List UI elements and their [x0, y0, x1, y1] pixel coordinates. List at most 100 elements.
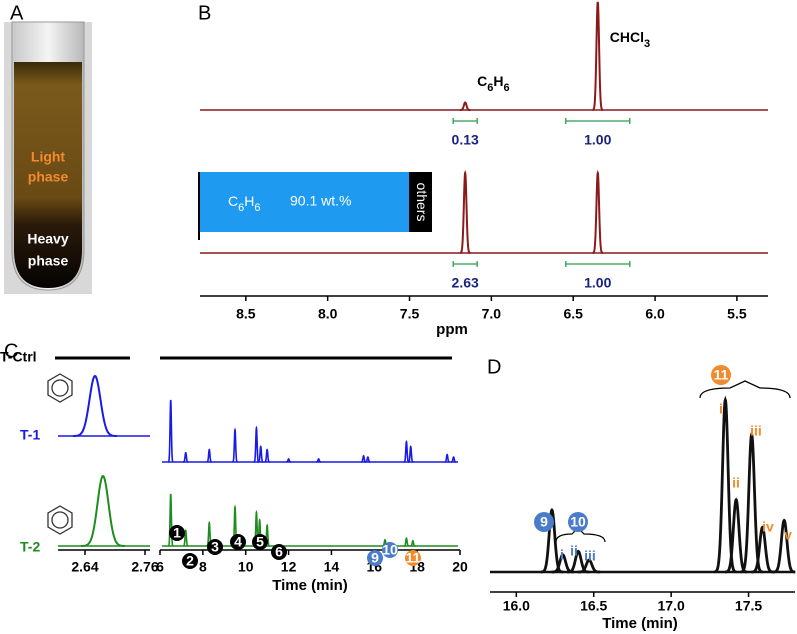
compound-label: 6	[275, 544, 283, 560]
others-label: others	[414, 183, 430, 222]
peak	[403, 440, 410, 463]
formula-part: 6	[254, 202, 260, 214]
x-tick-label: 8	[199, 559, 207, 575]
formula-part: H	[493, 73, 503, 89]
formula: C6H6	[228, 193, 261, 214]
peak	[183, 451, 189, 463]
panel-label: C	[4, 340, 18, 362]
compound-marker	[230, 534, 246, 550]
benzene-icons	[47, 373, 73, 535]
integral-value: 1.00	[584, 132, 611, 148]
x-tick-label: 17.0	[658, 598, 685, 614]
x-tick-label: 5.5	[727, 306, 747, 322]
peak	[316, 458, 322, 463]
integral	[452, 261, 478, 267]
compound-marker	[252, 534, 268, 550]
compound-marker	[207, 539, 223, 555]
compound-marker	[169, 525, 185, 541]
peak	[740, 430, 763, 574]
member-label: iii	[750, 423, 762, 439]
formula-part: C	[477, 73, 487, 89]
phase-label: phase	[28, 169, 69, 185]
peak	[253, 425, 260, 463]
formula-part: 3	[644, 38, 650, 50]
x-tick-label: 16.5	[580, 598, 607, 614]
group-label: 9	[540, 514, 548, 530]
peak	[751, 525, 774, 574]
compound-label: 1	[173, 525, 181, 541]
member-label: iii	[584, 548, 596, 564]
compound-label: 2	[186, 553, 194, 569]
peak	[714, 395, 737, 574]
formula-part: H	[244, 193, 254, 209]
formula-part: 6	[238, 202, 244, 214]
control-label: T-Ctrl	[0, 349, 37, 365]
group-marker	[568, 512, 588, 532]
panel-label: D	[487, 356, 501, 378]
peak	[167, 399, 174, 463]
others-bar	[409, 172, 432, 232]
member-label: i	[719, 401, 723, 417]
compound-label: 3	[211, 539, 219, 555]
integral-value: 1.00	[584, 275, 611, 291]
group-marker	[534, 512, 554, 532]
x-tick-label: 7.0	[482, 306, 502, 322]
peak	[772, 518, 796, 574]
x-tick-label: 2.64	[71, 559, 98, 575]
compound-marker	[367, 550, 383, 566]
compound-label: 4	[234, 534, 242, 550]
peak	[567, 549, 590, 574]
peak	[577, 558, 601, 574]
formula: C6H6	[477, 73, 510, 94]
x-tick-label: 6	[156, 559, 164, 575]
formula-part: CHCl	[610, 29, 644, 45]
peak	[286, 458, 292, 463]
trace-name: T-1	[20, 427, 40, 443]
group-label: 11	[714, 367, 729, 383]
x-tick-label: 8.5	[236, 306, 256, 322]
x-tick-label: 17.5	[735, 598, 762, 614]
x-axis-label: Time (min)	[602, 615, 678, 632]
integral	[565, 261, 631, 267]
x-tick-label: 12	[281, 559, 297, 575]
compound-label: 5	[256, 534, 264, 550]
x-tick-label: 8.0	[318, 306, 338, 322]
x-tick-label: 6.0	[645, 306, 665, 322]
x-tick-label: 14	[324, 559, 340, 575]
peak	[403, 537, 410, 547]
compound-marker	[405, 550, 421, 566]
x-tick-label: 2.76	[131, 559, 158, 575]
peak	[540, 507, 564, 574]
x-tick-label: 20	[452, 559, 468, 575]
peak	[450, 456, 457, 463]
composition-bar	[200, 172, 410, 232]
peak	[592, 1, 604, 111]
panel-label: B	[198, 2, 211, 24]
phase-label: phase	[28, 253, 69, 269]
formula-part: 6	[504, 82, 510, 94]
compound-label: 11	[406, 550, 421, 566]
x-axis-label: Time (min)	[272, 577, 348, 594]
x-axis-label: ppm	[436, 321, 468, 338]
peak	[592, 169, 604, 254]
composition-value: 90.1 wt.%	[290, 193, 351, 209]
group-label: 10	[570, 514, 586, 530]
peak	[264, 448, 270, 463]
compound-marker	[182, 553, 198, 569]
group-marker	[711, 365, 731, 385]
x-tick-label: 10	[238, 559, 254, 575]
integral-value: 0.13	[452, 132, 479, 148]
integral	[565, 118, 631, 124]
peak	[232, 427, 238, 463]
peak	[206, 448, 212, 463]
phase-label: Heavy	[27, 231, 68, 247]
peak	[183, 529, 189, 547]
peak	[167, 493, 174, 547]
formula-part: 6	[487, 82, 493, 94]
peak	[80, 474, 126, 547]
peak	[408, 445, 414, 463]
peak	[410, 539, 416, 547]
member-label: iv	[762, 519, 774, 535]
formula: CHCl3	[610, 29, 650, 50]
